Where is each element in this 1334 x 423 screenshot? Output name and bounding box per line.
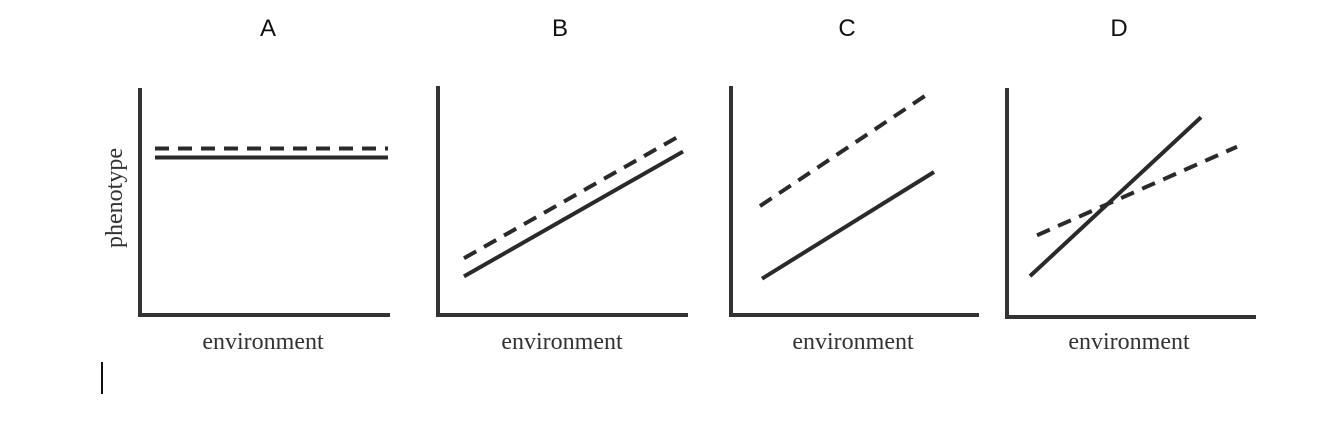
panel-a: A phenotype environment	[102, 15, 390, 355]
panel-a-y-axis-label: phenotype	[102, 148, 128, 248]
text-cursor	[101, 362, 103, 394]
panel-label-c: C	[838, 15, 855, 42]
panel-b-solid-line	[463, 149, 684, 279]
panel-c: C environment	[729, 15, 979, 355]
panel-c-dashed-line	[758, 90, 932, 208]
panel-a-x-axis-label: environment	[202, 329, 324, 355]
panel-c-x-axis-label: environment	[792, 329, 914, 355]
panel-c-solid-line	[760, 170, 936, 281]
panel-d-dashed-line	[1036, 144, 1238, 238]
panel-d-x-axis-label: environment	[1068, 329, 1190, 355]
panel-b-x-axis-label: environment	[501, 329, 623, 355]
panel-d-solid-line	[1028, 115, 1203, 278]
panel-label-a: A	[260, 15, 276, 42]
panel-b: B environment	[436, 15, 688, 355]
panel-label-b: B	[552, 15, 568, 42]
panel-d: D environment	[1005, 15, 1256, 355]
panel-b-dashed-line	[463, 133, 681, 260]
panel-label-d: D	[1110, 15, 1127, 42]
